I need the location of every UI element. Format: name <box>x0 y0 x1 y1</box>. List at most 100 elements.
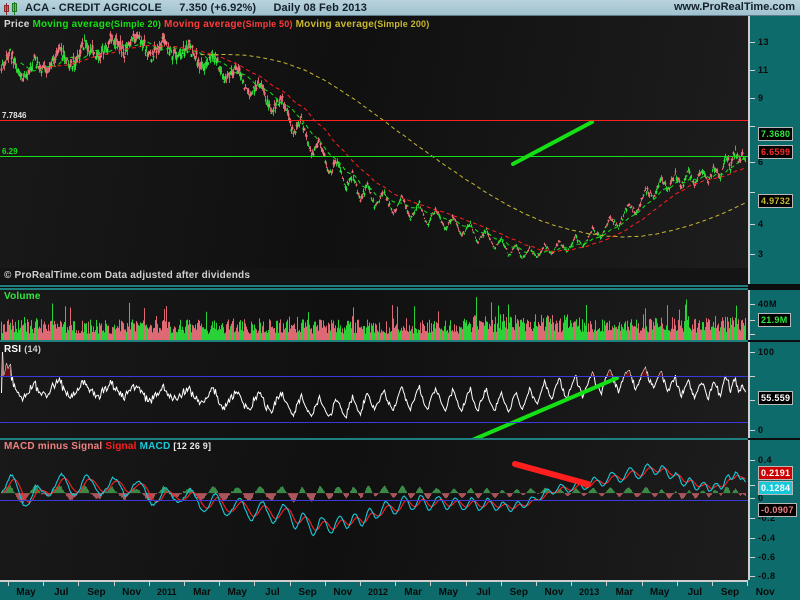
price-tick-6: 6 <box>758 157 764 167</box>
rsi-badge[interactable]: 55.559 <box>758 391 794 405</box>
date-label-2011: 2011 <box>157 587 177 597</box>
date-tick <box>8 582 9 586</box>
volume-tick-40m: 40M <box>758 299 778 309</box>
price-tick-11: 11 <box>758 65 769 75</box>
macd-badge-macd[interactable]: 0.1284 <box>758 481 794 495</box>
date-label-jul: Jul <box>53 587 69 598</box>
date-axis[interactable]: May Jul Sep Nov 2011 Mar May Jul Sep Nov 2012 Mar Ma… <box>0 580 800 600</box>
date-tick <box>395 582 397 586</box>
rsi-tick-0: 0 <box>758 425 764 435</box>
date-tick <box>465 582 467 586</box>
macd-legend-signal: Signal <box>105 441 137 452</box>
legend-ma200-params: (Simple 200) <box>374 19 430 29</box>
macd-series-canvas <box>0 461 746 537</box>
price-tick-3: 3 <box>758 249 764 259</box>
date-tick <box>536 582 537 586</box>
resistance-line <box>0 120 748 121</box>
date-label-sep: Sep <box>720 587 740 598</box>
rsi-series-canvas <box>1 351 746 438</box>
date-tick <box>606 582 608 586</box>
rsi-tick-100: 100 <box>758 347 775 357</box>
date-tick <box>360 582 361 586</box>
date-label-sep: Sep <box>509 587 528 598</box>
rsi-band-30 <box>0 422 748 423</box>
date-tick <box>148 582 150 586</box>
date-label-jul: Jul <box>476 587 491 598</box>
macd-legend-hist: MACD minus Signal <box>4 441 103 452</box>
support-line-label: 6.29 <box>2 147 18 156</box>
price-plot[interactable]: Price Moving average(Simple 20) Moving a… <box>0 16 748 268</box>
date-label-sep: Sep <box>298 587 317 598</box>
volume-axis[interactable]: 40M 21.9M <box>748 290 800 340</box>
title-bar: ACA - CREDIT AGRICOLE 7.350 (+6.92%) Dai… <box>0 0 800 16</box>
rsi-axis[interactable]: 100 0 55.559 <box>748 342 800 438</box>
date-label-may: May <box>438 587 459 598</box>
price-badge-red[interactable]: 6.6599 <box>758 145 794 159</box>
price-badge-olive[interactable]: 4.9732 <box>758 194 794 208</box>
date-tick <box>747 582 749 586</box>
rsi-legend: RSI (14) <box>4 344 41 355</box>
support-line <box>0 156 748 157</box>
date-tick <box>676 582 678 586</box>
macd-tick-0: 0 <box>758 493 764 503</box>
date-label-mar: Mar <box>193 587 211 598</box>
volume-plot[interactable]: Volume <box>0 290 748 340</box>
macd-tick-m06: -0.6 <box>758 552 776 562</box>
legend-ma50: Moving average <box>164 19 243 30</box>
date-tick <box>78 582 80 586</box>
date-label-nov: Nov <box>333 587 353 598</box>
macd-legend: MACD minus Signal Signal MACD [12 26 9] <box>4 441 211 452</box>
volume-legend: Volume <box>4 291 41 302</box>
date-tick <box>254 582 256 586</box>
date-label-2013: 2013 <box>579 587 600 597</box>
macd-tick-m04: -0.4 <box>758 533 776 543</box>
date-tick <box>500 582 502 586</box>
date-label-may: May <box>16 587 36 598</box>
date-tick <box>113 582 115 586</box>
price-tick-13: 13 <box>758 37 770 47</box>
rsi-plot[interactable]: RSI (14) <box>0 342 748 438</box>
price-series-canvas <box>0 30 747 259</box>
volume-badge[interactable]: 21.9M <box>758 313 791 327</box>
macd-legend-params: [12 26 9] <box>173 441 212 451</box>
macd-legend-macd: MACD <box>139 441 171 452</box>
candlestick-icon <box>2 1 22 15</box>
timeframe-label: Daily 08 Feb 2013 <box>273 1 367 14</box>
instrument-title: ACA - CREDIT AGRICOLE 7.350 (+6.92%) Dai… <box>25 2 367 14</box>
date-tick <box>289 582 291 586</box>
rsi-legend-label: RSI <box>4 344 22 355</box>
website-label: www.ProRealTime.com <box>673 1 795 13</box>
date-tick <box>43 582 45 586</box>
macd-panel[interactable]: MACD minus Signal Signal MACD [12 26 9] … <box>0 440 800 580</box>
date-label-jul: Jul <box>687 587 703 598</box>
price-badge-green[interactable]: 7.3680 <box>758 127 794 141</box>
macd-zero-line <box>0 500 748 501</box>
price-axis[interactable]: 13 11 9 6 4 3 7.3680 6.6599 4.9732 <box>748 16 800 268</box>
date-label-may: May <box>649 587 670 598</box>
price-tick-4: 4 <box>758 219 764 229</box>
macd-plot[interactable]: MACD minus Signal Signal MACD [12 26 9] <box>0 440 748 580</box>
volume-panel[interactable]: Volume 40M 21.9M <box>0 290 800 340</box>
date-tick <box>571 582 573 586</box>
macd-badge-signal[interactable]: 0.2191 <box>758 466 794 480</box>
date-label-nov: Nov <box>122 587 142 598</box>
price-tick-9: 9 <box>758 93 764 103</box>
price-panel[interactable]: Price Moving average(Simple 20) Moving a… <box>0 16 800 268</box>
rsi-panel[interactable]: RSI (14) 100 0 55.559 <box>0 342 800 438</box>
rsi-legend-params: (14) <box>24 344 42 354</box>
macd-tick-04: 0.4 <box>758 455 773 465</box>
date-label-mar: Mar <box>404 587 423 598</box>
resistance-line-label: 7.7846 <box>2 111 27 120</box>
macd-axis[interactable]: 0.4 0 -0.2 -0.4 -0.6 -0.8 0.2191 0.1284 … <box>748 440 800 580</box>
macd-tick-m08: -0.8 <box>758 571 776 580</box>
volume-series-canvas <box>1 297 746 340</box>
legend-ma20-params: (Simple 20) <box>110 19 162 29</box>
legend-ma200: Moving average <box>295 19 375 30</box>
date-tick <box>184 582 185 586</box>
date-tick <box>430 582 432 586</box>
date-label-sep: Sep <box>87 587 106 598</box>
macd-badge-hist[interactable]: -0.0907 <box>758 503 797 517</box>
date-label-nov: Nov <box>755 587 775 598</box>
date-label-2012: 2012 <box>367 587 389 597</box>
